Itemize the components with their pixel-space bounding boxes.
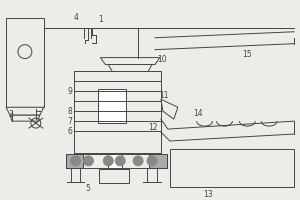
Polygon shape [108,65,152,71]
Circle shape [147,156,157,166]
Bar [118,71,143,76]
Circle shape [133,156,143,166]
Bar [170,149,294,187]
Bar [108,154,122,168]
Text: 13: 13 [203,190,212,199]
Circle shape [83,156,93,166]
Bar [74,71,161,153]
Text: 1: 1 [98,15,103,24]
Circle shape [115,156,125,166]
Bar [66,154,167,168]
Text: 14: 14 [193,109,202,118]
Bar [149,154,167,168]
Text: 15: 15 [242,50,252,59]
Text: 7: 7 [67,117,72,126]
Text: 6: 6 [67,127,72,136]
Bar [6,18,44,107]
Text: 10: 10 [157,55,167,64]
Polygon shape [6,107,44,115]
Polygon shape [161,99,178,119]
Text: 4: 4 [74,13,79,22]
Bar [66,154,83,168]
Text: 5: 5 [85,184,90,193]
Text: 8: 8 [67,107,72,116]
Text: 9: 9 [67,87,72,96]
Text: 11: 11 [159,91,169,100]
Bar [98,89,126,123]
Text: 3: 3 [9,110,14,119]
Text: 12: 12 [148,123,158,132]
Bar [99,169,129,183]
Circle shape [70,156,80,166]
Polygon shape [10,115,40,121]
Circle shape [103,156,113,166]
Polygon shape [100,58,160,65]
